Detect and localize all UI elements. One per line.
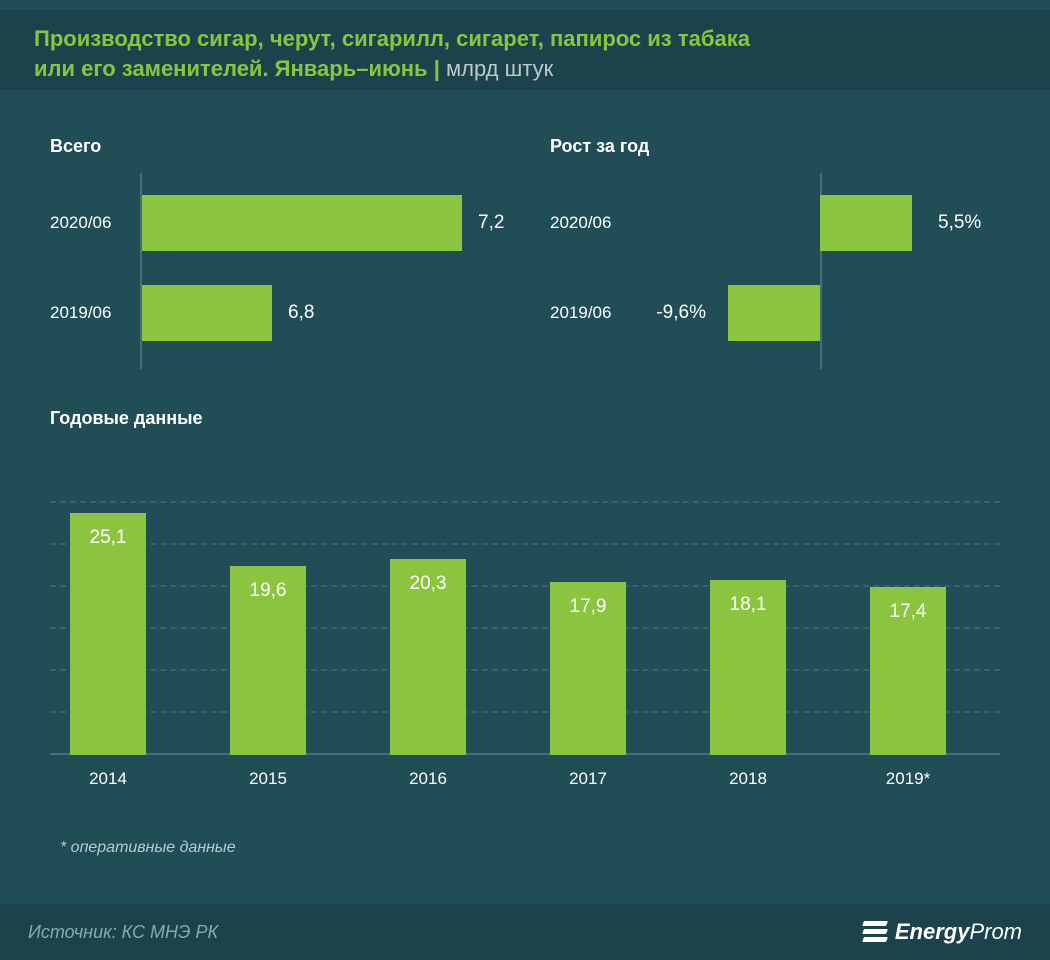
growth-chart-title: Рост за год (550, 136, 1000, 157)
title-unit: млрд штук (446, 56, 553, 81)
gridline (50, 711, 1000, 713)
growth-row-0: 2020/06 5,5% (550, 195, 1000, 251)
growth-row-0-label: 2020/06 (550, 213, 630, 233)
gridline (50, 627, 1000, 629)
footer-band: Источник: КС МНЭ РК EnergyProm (0, 904, 1050, 960)
total-row-1: 2019/06 6,8 (50, 285, 510, 341)
annual-col: 25,1 (70, 513, 146, 755)
gridline (50, 669, 1000, 671)
annual-col: 17,4 (870, 587, 946, 755)
annual-col-value: 19,6 (230, 580, 306, 602)
total-row-1-bar (142, 285, 272, 341)
growth-row-1-label: 2019/06 (550, 303, 630, 323)
annual-col-value: 17,9 (550, 596, 626, 618)
annual-x-label: 2017 (550, 769, 626, 789)
growth-chart-area: 2020/06 5,5% 2019/06 -9,6% (550, 181, 1000, 361)
brand-light: Prom (969, 919, 1022, 944)
annual-chart-title: Годовые данные (50, 408, 1000, 429)
total-row-1-label: 2019/06 (50, 303, 130, 323)
header-band: Производство сигар, черут, сигарилл, сиг… (0, 10, 1050, 90)
annual-baseline (50, 753, 1000, 755)
growth-row-0-bar (820, 195, 912, 251)
chart-title: Производство сигар, черут, сигарилл, сиг… (34, 24, 1016, 83)
annual-col: 20,3 (390, 559, 466, 755)
growth-chart: Рост за год 2020/06 5,5% 2019/06 -9,6% (550, 136, 1000, 361)
annual-x-label: 2014 (70, 769, 146, 789)
total-row-0-label: 2020/06 (50, 213, 130, 233)
annual-chart-area: 25,1 19,6 20,3 17,9 18,1 17,4 (50, 485, 1000, 755)
annual-footnote: * оперативные данные (60, 839, 1000, 857)
brand-bold: Energy (895, 919, 970, 944)
annual-col-value: 25,1 (70, 527, 146, 549)
top-charts-row: Всего 2020/06 7,2 2019/06 6,8 (50, 136, 1000, 416)
annual-x-label: 2015 (230, 769, 306, 789)
annual-col: 18,1 (710, 580, 786, 755)
total-chart-area: 2020/06 7,2 2019/06 6,8 (50, 181, 510, 361)
title-line-1: Производство сигар, черут, сигарилл, сиг… (34, 26, 750, 51)
title-separator: | (434, 56, 446, 81)
chart-canvas: Производство сигар, черут, сигарилл, сиг… (0, 0, 1050, 960)
growth-row-1: 2019/06 -9,6% (550, 285, 1000, 341)
growth-row-0-value: 5,5% (938, 212, 981, 234)
growth-row-1-value: -9,6% (656, 302, 706, 324)
total-row-1-value: 6,8 (288, 302, 314, 324)
annual-x-labels: 2014 2015 2016 2017 2018 2019* (50, 769, 1000, 809)
gridline (50, 543, 1000, 545)
annual-col-value: 18,1 (710, 594, 786, 616)
annual-chart: Годовые данные 25,119,620,317,918,117,4 … (50, 408, 1000, 857)
total-row-0-value: 7,2 (478, 212, 504, 234)
annual-col: 17,9 (550, 582, 626, 755)
total-row-0-bar (142, 195, 462, 251)
growth-row-1-bar (728, 285, 820, 341)
total-chart: Всего 2020/06 7,2 2019/06 6,8 (50, 136, 510, 361)
content-area: Всего 2020/06 7,2 2019/06 6,8 (50, 108, 1000, 880)
source-text: Источник: КС МНЭ РК (28, 922, 218, 943)
annual-col-value: 17,4 (870, 601, 946, 623)
gridline (50, 501, 1000, 503)
total-row-0: 2020/06 7,2 (50, 195, 510, 251)
brand: EnergyProm (863, 919, 1022, 945)
title-line-2: или его заменителей. Январь–июнь (34, 56, 428, 81)
annual-col: 19,6 (230, 566, 306, 755)
brand-text: EnergyProm (895, 919, 1022, 945)
annual-col-value: 20,3 (390, 573, 466, 595)
brand-icon (863, 921, 887, 943)
annual-x-label: 2016 (390, 769, 466, 789)
gridline (50, 585, 1000, 587)
annual-x-label: 2018 (710, 769, 786, 789)
total-chart-title: Всего (50, 136, 510, 157)
annual-x-label: 2019* (870, 769, 946, 789)
